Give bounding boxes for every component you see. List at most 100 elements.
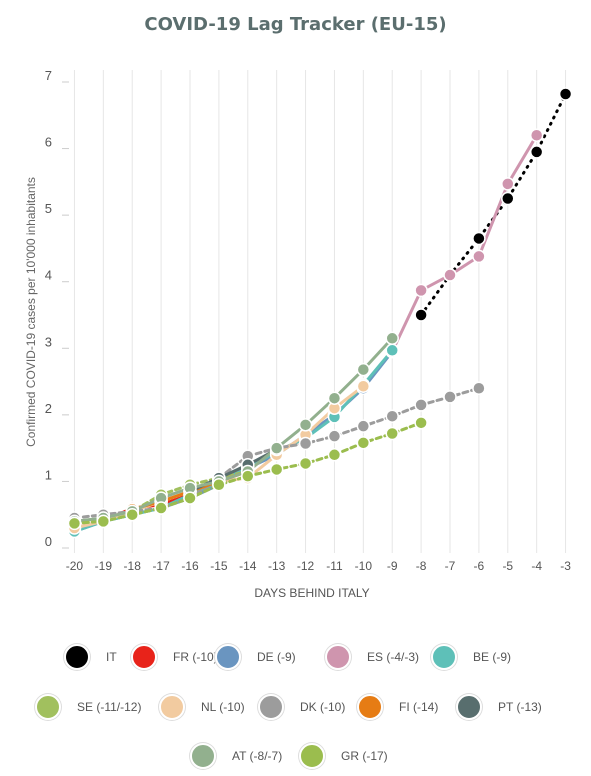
y-tick-label: 5 bbox=[45, 201, 52, 216]
data-point[interactable] bbox=[529, 145, 544, 159]
line-chart: -20 -19 -18 -17 -16 -15 -14 -13 -12 -11 -10 -9 -8 -7 -… bbox=[24, 68, 573, 600]
legend-label: BE (-9) bbox=[473, 650, 512, 664]
data-point[interactable] bbox=[385, 331, 399, 346]
legend-swatch bbox=[215, 644, 241, 670]
legend-item[interactable]: BE (-9) bbox=[431, 644, 512, 670]
data-point[interactable] bbox=[269, 462, 284, 477]
data-point[interactable] bbox=[298, 456, 313, 471]
x-axis-label: DAYS BEHIND ITALY bbox=[254, 586, 369, 600]
data-point[interactable] bbox=[558, 87, 573, 101]
legend-label: AT (-8/-7) bbox=[232, 749, 283, 763]
legend-item[interactable]: DK (-10) bbox=[258, 694, 346, 720]
legend-label: IT bbox=[106, 650, 117, 664]
legend-label: PT (-13) bbox=[498, 700, 542, 714]
series-line bbox=[419, 92, 568, 317]
legend-swatch bbox=[35, 694, 61, 720]
data-point[interactable] bbox=[356, 379, 371, 393]
y-tick-label: 0 bbox=[45, 534, 52, 549]
x-tick-labels: -20 -19 -18 -17 -16 -15 -14 -13 -12 -11 -10 -9 -8 -7 -… bbox=[66, 559, 571, 573]
data-point[interactable] bbox=[125, 507, 139, 522]
legend-item[interactable]: PT (-13) bbox=[456, 694, 542, 720]
y-axis-label: Confirmed COVID-19 cases per 10'000 inha… bbox=[24, 177, 38, 447]
x-tick-label: -9 bbox=[387, 559, 398, 573]
y-tick-label: 6 bbox=[45, 135, 52, 150]
data-point[interactable] bbox=[96, 514, 111, 529]
x-tick-label: -8 bbox=[416, 559, 427, 573]
legend-label: ES (-4/-3) bbox=[367, 650, 420, 664]
legend-item[interactable]: ES (-4/-3) bbox=[325, 644, 420, 670]
x-tick-label: -5 bbox=[502, 559, 513, 573]
legend-swatch bbox=[64, 644, 90, 670]
data-point[interactable] bbox=[298, 436, 313, 451]
data-point[interactable] bbox=[414, 416, 428, 430]
legend-item[interactable]: AT (-8/-7) bbox=[190, 743, 283, 769]
data-point[interactable] bbox=[443, 390, 457, 404]
data-point[interactable] bbox=[414, 308, 428, 322]
data-point[interactable] bbox=[385, 343, 399, 358]
grid-lines bbox=[62, 70, 567, 553]
x-tick-label: -15 bbox=[210, 559, 228, 573]
x-tick-label: -19 bbox=[95, 559, 113, 573]
data-point[interactable] bbox=[472, 381, 486, 395]
legend-label: DE (-9) bbox=[257, 650, 296, 664]
legend-item[interactable]: NL (-10) bbox=[159, 694, 245, 720]
data-point[interactable] bbox=[472, 231, 486, 246]
legend-item[interactable]: FR (-10) bbox=[131, 644, 218, 670]
legend-swatch bbox=[131, 644, 157, 670]
data-point[interactable] bbox=[414, 398, 428, 412]
y-tick-labels: 0 1 2 3 4 5 6 7 bbox=[45, 68, 52, 549]
x-tick-label: -3 bbox=[560, 559, 571, 573]
data-point[interactable] bbox=[385, 409, 399, 423]
data-point[interactable] bbox=[327, 448, 342, 462]
y-tick-label: 2 bbox=[45, 401, 52, 416]
x-tick-label: -6 bbox=[474, 559, 485, 573]
legend-item[interactable]: IT bbox=[64, 644, 117, 670]
legend-swatch bbox=[190, 743, 216, 769]
x-tick-label: -16 bbox=[181, 559, 199, 573]
y-tick-label: 1 bbox=[45, 467, 52, 482]
legend-label: FI (-14) bbox=[399, 700, 439, 714]
series-line bbox=[74, 337, 394, 523]
legend-label: GR (-17) bbox=[341, 749, 388, 763]
data-point[interactable] bbox=[414, 283, 428, 298]
legend-label: DK (-10) bbox=[300, 700, 346, 714]
data-point[interactable] bbox=[212, 478, 226, 492]
x-tick-label: -10 bbox=[355, 559, 373, 573]
legend-swatch bbox=[159, 694, 185, 720]
data-point[interactable] bbox=[472, 249, 486, 264]
legend-swatch bbox=[258, 694, 284, 720]
x-tick-label: -11 bbox=[326, 559, 343, 573]
data-point[interactable] bbox=[356, 362, 371, 377]
data-point[interactable] bbox=[298, 418, 313, 432]
data-point[interactable] bbox=[327, 429, 342, 443]
legend-item[interactable]: DE (-9) bbox=[215, 644, 296, 670]
data-point[interactable] bbox=[356, 419, 371, 433]
legend-swatch bbox=[431, 644, 457, 670]
data-point[interactable] bbox=[241, 469, 255, 483]
legend-label: NL (-10) bbox=[201, 700, 245, 714]
data-point[interactable] bbox=[154, 501, 168, 515]
data-point[interactable] bbox=[183, 491, 197, 505]
legend-item[interactable]: SE (-11/-12) bbox=[35, 694, 142, 720]
data-point[interactable] bbox=[356, 436, 371, 450]
data-point[interactable] bbox=[443, 268, 457, 282]
legend-item[interactable]: FI (-14) bbox=[357, 694, 439, 720]
x-tick-label: -13 bbox=[268, 559, 286, 573]
series-line bbox=[73, 350, 394, 533]
data-point[interactable] bbox=[385, 426, 399, 441]
y-tick-label: 4 bbox=[45, 268, 52, 283]
legend-item[interactable]: GR (-17) bbox=[299, 743, 388, 769]
legend-swatch bbox=[357, 694, 383, 720]
data-point[interactable] bbox=[501, 177, 515, 191]
legend-label: SE (-11/-12) bbox=[77, 700, 142, 714]
data-point[interactable] bbox=[529, 128, 544, 143]
data-point[interactable] bbox=[67, 516, 82, 531]
data-point[interactable] bbox=[501, 191, 515, 206]
x-tick-label: -4 bbox=[531, 559, 542, 573]
series-lines bbox=[72, 92, 568, 533]
x-tick-label: -12 bbox=[297, 559, 315, 573]
data-point[interactable] bbox=[327, 391, 342, 405]
legend-swatch bbox=[299, 743, 325, 769]
series-points bbox=[67, 87, 573, 539]
data-point[interactable] bbox=[269, 441, 284, 455]
